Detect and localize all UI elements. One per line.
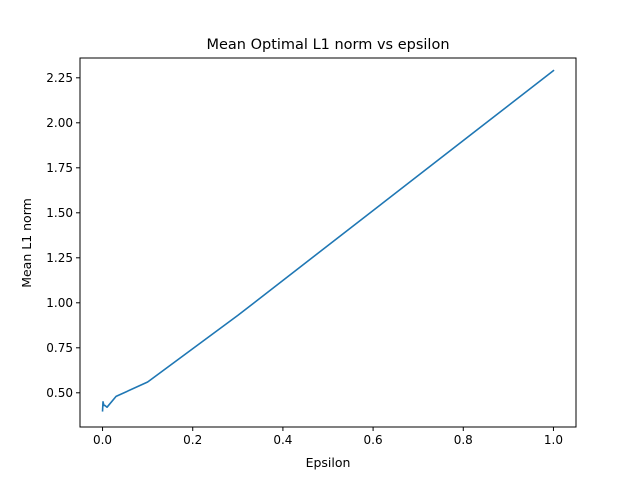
x-tick-label: 0.8 bbox=[454, 433, 473, 447]
x-tick-label: 0.0 bbox=[93, 433, 112, 447]
y-tick-label: 1.25 bbox=[46, 251, 73, 265]
y-axis-label: Mean L1 norm bbox=[19, 198, 34, 288]
x-tick-label: 0.2 bbox=[183, 433, 202, 447]
y-tick-label: 1.75 bbox=[46, 161, 73, 175]
y-tick-label: 2.25 bbox=[46, 71, 73, 85]
x-tick-label: 1.0 bbox=[544, 433, 563, 447]
y-tick-label: 2.00 bbox=[46, 116, 73, 130]
axes-frame bbox=[79, 57, 577, 428]
plot-area: 0.0 0.2 0.4 0.6 0.8 1.0 0.50 0.75 1.00 1.25 1.50 1.… bbox=[46, 57, 577, 447]
y-tick-label: 0.75 bbox=[46, 341, 73, 355]
x-tick-label: 0.6 bbox=[364, 433, 383, 447]
x-axis-label: Epsilon bbox=[306, 455, 351, 470]
y-tick-label: 0.50 bbox=[46, 386, 73, 400]
x-tick-label: 0.4 bbox=[273, 433, 292, 447]
y-tick-label: 1.50 bbox=[46, 206, 73, 220]
series-line-0 bbox=[101, 69, 555, 412]
chart-title: Mean Optimal L1 norm vs epsilon bbox=[206, 37, 449, 53]
y-tick-label: 1.00 bbox=[46, 296, 73, 310]
